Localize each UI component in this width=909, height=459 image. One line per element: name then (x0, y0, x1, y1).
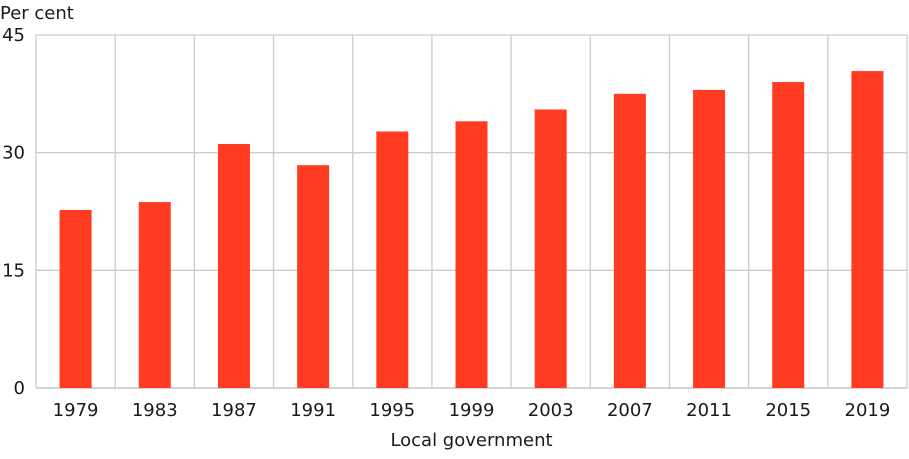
x-tick-label: 2011 (686, 400, 732, 421)
gridlines (35, 34, 908, 389)
x-tick-label: 1999 (449, 400, 495, 421)
x-tick-label: 2019 (845, 400, 891, 421)
bar (138, 202, 171, 388)
bar (613, 93, 646, 388)
x-tick-label: 1995 (369, 400, 415, 421)
bar (772, 82, 805, 389)
x-tick-label: 1983 (132, 400, 178, 421)
x-tick-label: 1991 (290, 400, 336, 421)
x-tick-label: 1979 (53, 400, 99, 421)
x-tick-label: 2007 (607, 400, 653, 421)
bar (455, 121, 488, 389)
axes: 0 15 30 45 1979 1983 1987 1991 1995 1999 2003 2007 2… (2, 25, 890, 421)
bar (297, 165, 330, 388)
bar (59, 209, 92, 388)
x-axis-title: Local government (390, 430, 552, 451)
y-tick-label: 45 (2, 25, 25, 46)
bar (693, 89, 726, 389)
y-tick-label: 0 (14, 378, 25, 399)
y-tick-label: 30 (2, 143, 25, 164)
y-axis-title: Per cent (0, 3, 74, 24)
x-tick-label: 1987 (211, 400, 257, 421)
bar (534, 109, 567, 389)
bars (59, 71, 884, 389)
x-tick-label: 2015 (765, 400, 811, 421)
bar (217, 144, 250, 388)
bar (851, 71, 884, 388)
y-tick-label: 15 (2, 260, 25, 281)
bar (376, 131, 409, 388)
x-tick-label: 2003 (528, 400, 574, 421)
